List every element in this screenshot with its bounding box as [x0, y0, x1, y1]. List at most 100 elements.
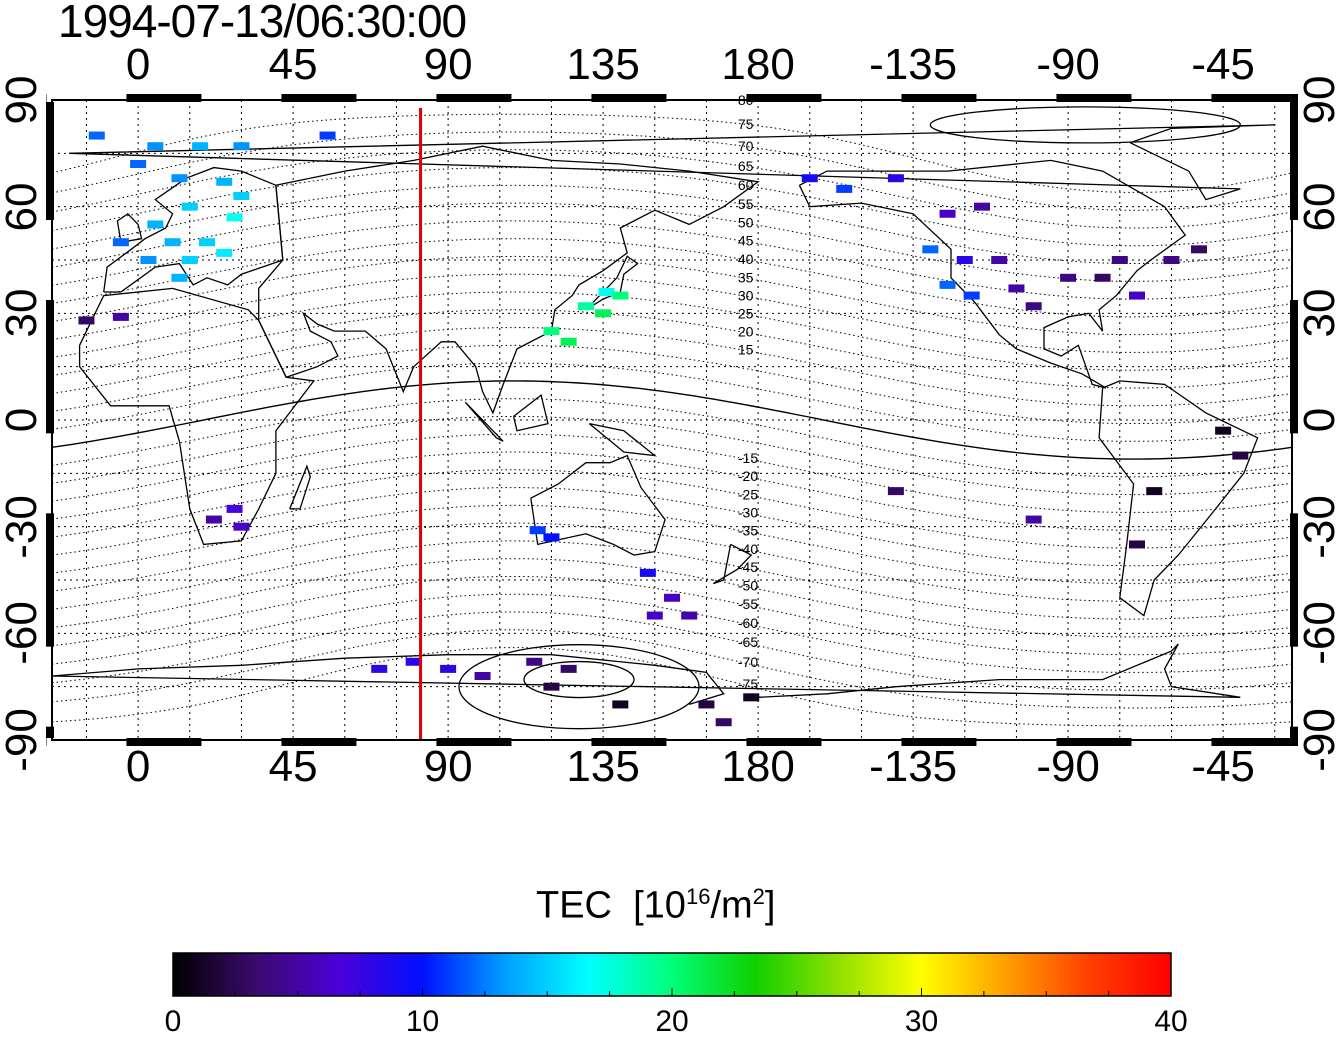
tec-cell	[171, 273, 188, 282]
band-gap	[1290, 433, 1298, 514]
maglat-contour	[52, 344, 1292, 424]
lon-tick-top: 90	[423, 40, 473, 89]
tec-cell	[171, 174, 188, 183]
tec-cell	[681, 611, 698, 620]
band-gap	[1290, 646, 1298, 727]
band-gap	[511, 94, 592, 102]
tec-cell	[181, 256, 198, 264]
maglat-contour	[52, 522, 1292, 602]
colorbar-tick-label: 30	[904, 1005, 939, 1038]
tec-cell	[1191, 245, 1207, 254]
tec-cell	[78, 316, 95, 325]
colorbar-tick-label: 10	[405, 1005, 440, 1038]
maglat-label: 30	[738, 287, 754, 303]
tec-cell	[199, 238, 215, 247]
band-gap	[46, 220, 54, 300]
magnetic-latitude-contours	[52, 106, 1292, 730]
tec-cell	[440, 664, 457, 673]
tec-cell	[836, 184, 853, 193]
tec-cell	[112, 312, 129, 321]
maglat-label: 35	[738, 269, 754, 285]
coastline	[712, 543, 753, 585]
maglat-label: 60	[738, 177, 754, 193]
tec-cell	[1060, 273, 1077, 282]
maglat-contour	[52, 380, 1292, 460]
lat-tick-right: -60	[1295, 601, 1344, 666]
tec-cell	[529, 526, 546, 535]
tec-cell	[801, 174, 818, 183]
maglat-label: -55	[738, 596, 758, 612]
maglat-contour	[52, 309, 1292, 389]
lon-tick-top: -90	[1036, 40, 1100, 89]
tec-cell	[715, 718, 732, 727]
maglat-pole-north	[929, 106, 1241, 144]
band-gap	[201, 738, 282, 746]
axis-frame-bands	[46, 94, 1298, 746]
lat-tick-left: -90	[0, 708, 46, 772]
coastline	[78, 287, 315, 546]
maglat-label: 50	[738, 214, 754, 230]
lat-tick-right: -90	[1295, 708, 1344, 772]
tec-points	[78, 131, 1249, 727]
band-gap	[46, 738, 127, 746]
maglat-label: -35	[738, 523, 758, 539]
colorbar-tick-label: 0	[164, 1005, 182, 1038]
maglat-contour	[52, 202, 1292, 282]
tec-cell	[226, 504, 243, 513]
tec-cell	[612, 291, 629, 300]
lon-tick-bottom: 90	[423, 742, 473, 791]
band-gap	[821, 94, 902, 102]
tec-cell	[371, 664, 388, 673]
maglat-label: 45	[738, 233, 754, 249]
band-gap	[201, 94, 282, 102]
tec-cell	[405, 657, 422, 666]
tec-cell	[887, 487, 904, 496]
band-gap	[666, 738, 747, 746]
tec-cell	[147, 220, 164, 229]
maglat-label: 65	[738, 158, 754, 174]
coastline	[52, 643, 1241, 698]
colorbar-label: TEC	[536, 884, 612, 927]
maglat-contour	[52, 184, 1292, 264]
maglat-label: 25	[738, 306, 754, 322]
tec-cell	[205, 515, 222, 524]
maglat-pole-south-inner	[523, 660, 635, 699]
magnetic-latitude-labels: 8075706560555045403530252015-15-20-25-30…	[738, 92, 758, 692]
tec-cell	[147, 142, 164, 151]
band-gap	[1131, 738, 1212, 746]
lat-tick-right: 90	[1295, 75, 1344, 125]
tec-cell	[216, 248, 233, 257]
maglat-label: -20	[738, 468, 758, 484]
lat-tick-left: 30	[0, 288, 46, 338]
lat-tick-right: 30	[1295, 288, 1344, 338]
band-gap	[356, 94, 437, 102]
tec-cell	[1163, 256, 1180, 264]
tec-cell	[939, 209, 956, 218]
lon-tick-bottom: -45	[1191, 742, 1255, 791]
lon-tick-bottom: -135	[869, 742, 958, 791]
tec-cell	[612, 700, 629, 709]
tec-cell	[319, 131, 336, 140]
maglat-contour	[52, 273, 1292, 353]
maglat-contour	[52, 576, 1292, 656]
tec-cell	[963, 291, 980, 300]
band-gap	[976, 94, 1057, 102]
tec-cell	[646, 611, 663, 620]
tec-cell	[1025, 302, 1042, 311]
tec-cell	[991, 256, 1008, 264]
band-gap	[1131, 94, 1212, 102]
tec-cell	[112, 238, 129, 247]
tec-cell	[216, 177, 233, 186]
maglat-label: 15	[738, 342, 754, 358]
maglat-label: 70	[738, 138, 754, 154]
maglat-contour	[52, 362, 1292, 442]
maglat-label: -70	[738, 654, 758, 670]
maglat-contour	[52, 629, 1292, 709]
lon-tick-bottom: 180	[721, 742, 795, 791]
band-gap	[821, 738, 902, 746]
tec-cell	[1111, 256, 1128, 264]
band-gap	[976, 738, 1057, 746]
tec-cell	[192, 142, 209, 151]
tec-cell	[526, 657, 543, 666]
band-gap	[666, 94, 747, 102]
